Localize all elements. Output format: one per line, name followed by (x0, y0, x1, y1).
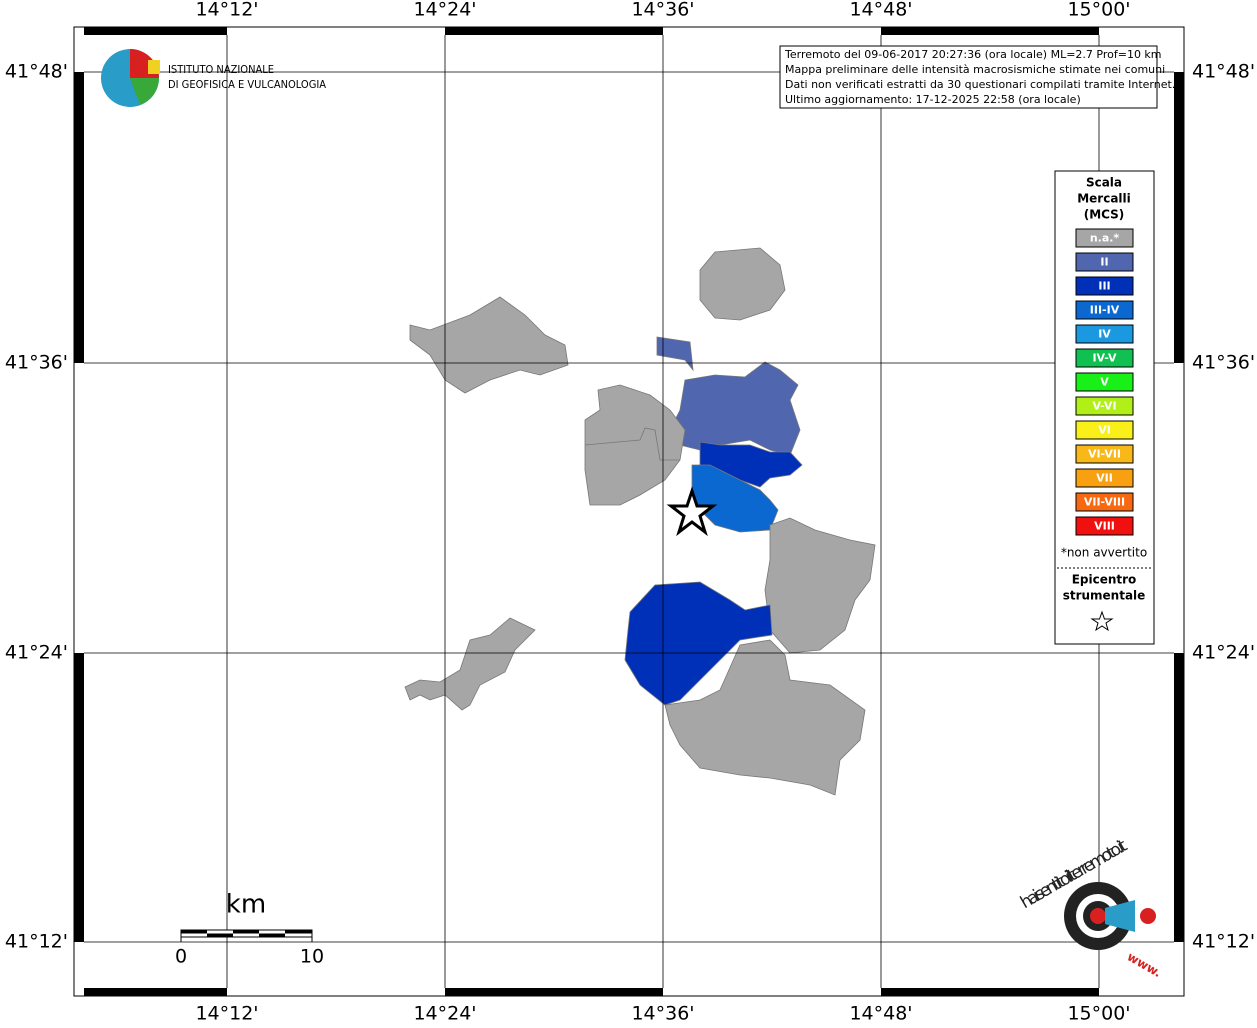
info-line: Dati non verificati estratti da 30 quest… (785, 78, 1175, 91)
logo-text: DI GEOFISICA E VULCANOLOGIA (168, 78, 326, 91)
logo: ISTITUTO NAZIONALE DI GEOFISICA E VULCAN… (101, 49, 326, 107)
border-bars (74, 27, 1184, 996)
lon-label: 14°48' (849, 0, 912, 21)
legend-label: III-IV (1090, 304, 1120, 317)
legend-swatch (1075, 468, 1134, 488)
legend-label: V (1100, 376, 1109, 389)
legend-star (1090, 610, 1114, 632)
info-line: Mappa preliminare delle intensità macros… (785, 63, 1165, 76)
legend-swatch (1075, 396, 1134, 416)
lat-label: 41°24' (5, 642, 68, 664)
scale-label: 10 (300, 946, 324, 968)
legend-label: IV-V (1092, 352, 1117, 365)
lon-label: 14°24' (413, 1003, 476, 1025)
legend-swatch (1075, 300, 1134, 320)
legend-label: III (1098, 280, 1110, 293)
legend-swatch (1075, 276, 1134, 296)
legend-swatch (1075, 228, 1134, 248)
frame (73, 26, 1185, 997)
legend-swatch (1075, 420, 1134, 440)
lon-label: 15°00' (1067, 0, 1130, 21)
logo-text: ISTITUTO NAZIONALE (168, 63, 274, 76)
legend-label: IV (1098, 328, 1111, 341)
info-box (779, 45, 1158, 109)
legend-label: VII-VIII (1084, 496, 1125, 509)
legend-note: *non avvertito (1061, 546, 1147, 560)
legend-label: VIII (1094, 520, 1115, 533)
info-line: Ultimo aggiornamento: 17-12-2025 22:58 (… (785, 93, 1081, 106)
info: Terremoto del 09-06-2017 20:27:36 (ora l… (784, 48, 1175, 106)
lon-label: 14°24' (413, 0, 476, 21)
legend: ScalaMercalli(MCS)n.a.*IIIIIIII-IVIVIV-V… (1075, 176, 1134, 536)
legend-swatch (1075, 444, 1134, 464)
scale-bar: km 0 10 (175, 890, 324, 968)
lon-label: 14°36' (631, 0, 694, 21)
info-line: Terremoto del 09-06-2017 20:27:36 (ora l… (784, 48, 1162, 61)
lat-label: 41°12' (5, 931, 68, 953)
legend-title: Mercalli (1077, 192, 1131, 206)
legend-title: Scala (1086, 176, 1122, 190)
lat-label: 41°48' (5, 61, 68, 83)
lon-label: 15°00' (1067, 1003, 1130, 1025)
scale-unit: km (226, 890, 266, 920)
lon-label: 14°48' (849, 1003, 912, 1025)
lon-label: 14°12' (195, 1003, 258, 1025)
legend-swatch (1075, 492, 1134, 512)
lat-label: 41°12' (1192, 931, 1255, 953)
lon-label: 14°12' (195, 0, 258, 21)
legend-label: II (1100, 256, 1108, 269)
legend-label: VI-VII (1088, 448, 1121, 461)
lat-label: 41°24' (1192, 642, 1255, 664)
legend-epicentre: strumentale (1063, 589, 1146, 603)
legend-swatch (1075, 252, 1134, 272)
legend-swatch (1075, 348, 1134, 368)
legend-label: n.a.* (1090, 232, 1120, 245)
legend-label: VII (1096, 472, 1113, 485)
municipalities (404, 247, 876, 796)
lat-label: 41°36' (5, 352, 68, 374)
epicentre-star (666, 486, 718, 537)
scale-label: 0 (175, 946, 187, 968)
legend-swatch (1075, 516, 1134, 536)
legend-swatch (1075, 324, 1134, 344)
lat-label: 41°36' (1192, 352, 1255, 374)
legend-swatch (1075, 372, 1134, 392)
legend-epicentre: Epicentro (1072, 573, 1137, 587)
lat-label: 41°48' (1192, 61, 1255, 83)
lon-label: 14°36' (631, 1003, 694, 1025)
legend-label: V-VI (1092, 400, 1116, 413)
legend-title: (MCS) (1084, 208, 1125, 222)
legend-label: VI (1098, 424, 1111, 437)
